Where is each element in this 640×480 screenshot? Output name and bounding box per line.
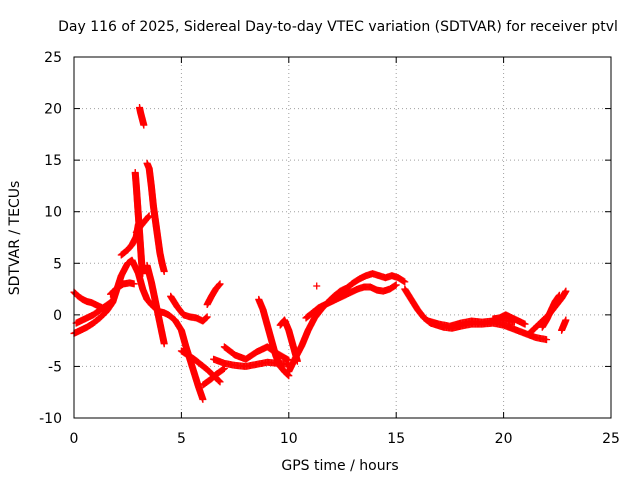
series-trace_d: [107, 279, 138, 298]
x-tick-label: 10: [280, 431, 298, 447]
y-tick-label: 15: [44, 153, 62, 169]
data-point: [145, 212, 153, 220]
series-trace_n: [199, 364, 228, 389]
data-point: [555, 291, 563, 299]
series-trace_x: [489, 311, 529, 328]
data-point: [216, 280, 224, 288]
series-trace_q: [255, 295, 293, 380]
data-point: [203, 313, 211, 321]
x-tick-label: 15: [387, 431, 405, 447]
series-trace_z: [538, 291, 563, 331]
data-point: [130, 280, 138, 288]
data-point: [284, 371, 292, 379]
data-point: [401, 278, 409, 286]
series-trace_g: [136, 104, 148, 129]
data-point: [160, 340, 168, 348]
series-trace_v: [401, 285, 551, 344]
y-tick-label: 10: [44, 205, 62, 221]
data-point: [160, 268, 168, 276]
y-tick-label: -5: [48, 359, 62, 375]
series-trace_h: [143, 159, 168, 276]
data-point: [562, 316, 570, 324]
data-point: [202, 314, 210, 322]
data-point: [543, 336, 551, 344]
x-tick-label: 25: [602, 431, 620, 447]
series-trace_j: [132, 212, 153, 236]
data-point: [215, 377, 223, 385]
data-point: [392, 281, 400, 289]
x-tick-label: 5: [177, 431, 186, 447]
series-trace_i: [143, 261, 168, 348]
series-trace_a: [70, 256, 207, 403]
data-point: [313, 282, 321, 290]
data-point: [216, 378, 224, 386]
y-axis-label: SDTVAR / TECUs: [7, 181, 23, 296]
data-point: [107, 298, 115, 306]
series-trace_aa: [558, 316, 570, 334]
x-tick-label: 0: [70, 431, 79, 447]
y-tick-label: -10: [39, 411, 62, 427]
series-trace_o: [210, 355, 293, 370]
series-trace_b: [70, 288, 108, 313]
series-trace_c: [72, 298, 115, 327]
x-tick-label: 20: [495, 431, 513, 447]
y-tick-label: 25: [44, 50, 62, 66]
series-trace_m: [203, 280, 224, 309]
y-tick-label: 0: [53, 308, 62, 324]
chart-title: Day 116 of 2025, Sidereal Day-to-day VTE…: [58, 19, 618, 35]
y-tick-label: 5: [53, 256, 62, 272]
data-points: [70, 104, 570, 403]
data-point: [140, 121, 148, 129]
data-point: [199, 395, 207, 403]
x-axis-label: GPS time / hours: [281, 458, 398, 474]
y-tick-label: 20: [44, 102, 62, 118]
plot-frame: [73, 56, 612, 419]
series-trace_t: [302, 281, 400, 322]
grid: [74, 57, 611, 418]
series-trace_l: [177, 347, 224, 386]
series-trace_u: [313, 282, 321, 290]
data-point: [139, 270, 147, 278]
data-point: [521, 320, 529, 328]
data-point: [202, 314, 210, 322]
series-trace_k: [167, 292, 211, 325]
data-point: [215, 377, 223, 385]
data-point: [562, 287, 570, 295]
axis-ticks: 0 5 10 15 20 25 -10 -5 0 5 10 15 20 25: [39, 50, 620, 447]
